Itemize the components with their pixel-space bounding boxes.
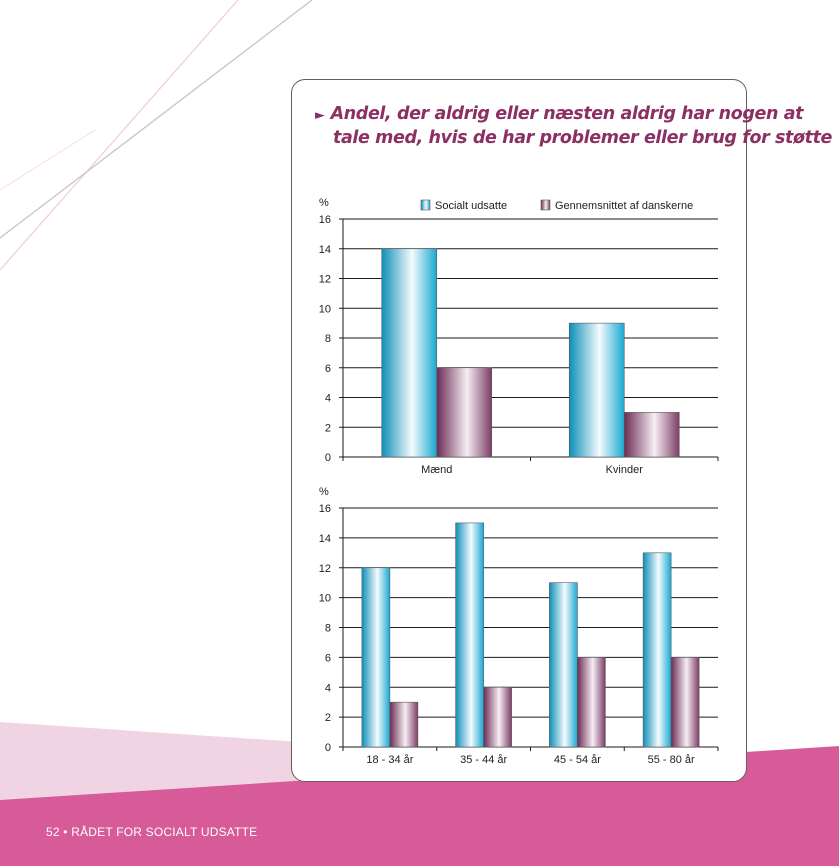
bar-series-1 — [455, 522, 484, 748]
bar-series-1 — [568, 322, 625, 458]
y-tick-label: 14 — [319, 533, 331, 545]
y-tick-label: 16 — [319, 214, 331, 226]
chart-title: ► Andel, der aldrig eller næsten aldrig h… — [315, 103, 833, 150]
x-tick-label: 45 - 54 år — [554, 754, 601, 766]
y-tick-label: 4 — [325, 393, 331, 405]
y-tick-label: 10 — [319, 593, 331, 605]
footer-page-label: 52 • RÅDET FOR SOCIALT UDSATTE — [46, 825, 258, 839]
y-tick-label: 14 — [319, 244, 331, 256]
chart-title-line-1: Andel, der aldrig eller næsten aldrig ha… — [330, 104, 804, 124]
x-tick-label: 55 - 80 år — [648, 754, 695, 766]
y-axis-label: % — [319, 486, 329, 498]
y-tick-label: 8 — [325, 333, 331, 345]
arrow-right-icon: ► — [315, 108, 325, 123]
bar-series-1 — [549, 582, 578, 748]
y-tick-label: 10 — [319, 303, 331, 315]
decor-line-light — [0, 129, 96, 191]
bar-series-1 — [381, 248, 438, 458]
x-tick-label: 18 - 34 år — [366, 754, 413, 766]
bar-series-2 — [577, 657, 606, 748]
y-tick-label: 8 — [325, 623, 331, 635]
y-tick-label: 0 — [325, 452, 331, 464]
x-tick-label: Mænd — [421, 464, 452, 476]
legend-label-1: Socialt udsatte — [435, 200, 507, 212]
bar-series-1 — [361, 567, 391, 748]
y-tick-label: 12 — [319, 274, 331, 286]
y-tick-label: 2 — [325, 712, 331, 724]
y-axis-label: % — [319, 197, 329, 209]
y-tick-label: 12 — [319, 563, 331, 575]
y-tick-label: 6 — [325, 363, 331, 375]
bar-series-1 — [642, 552, 672, 748]
legend-swatch-2 — [540, 199, 551, 211]
y-tick-label: 2 — [325, 422, 331, 434]
bar-series-2 — [623, 412, 680, 458]
x-tick-label: 35 - 44 år — [460, 754, 507, 766]
bar-series-2 — [389, 701, 419, 748]
bar-series-2 — [436, 367, 493, 458]
y-tick-label: 4 — [325, 682, 331, 694]
legend-label-2: Gennemsnittet af danskerne — [555, 200, 693, 212]
chart-title-line-2: tale med, hvis de har problemer eller br… — [333, 128, 833, 148]
decor-line-grey — [0, 0, 313, 239]
decor-line-pink — [0, 0, 239, 271]
bar-series-2 — [670, 657, 700, 748]
y-tick-label: 0 — [325, 742, 331, 754]
legend-swatch-1 — [420, 199, 431, 211]
y-tick-label: 16 — [319, 503, 331, 515]
y-tick-label: 6 — [325, 652, 331, 664]
x-tick-label: Kvinder — [606, 464, 644, 476]
bar-series-2 — [483, 686, 512, 748]
